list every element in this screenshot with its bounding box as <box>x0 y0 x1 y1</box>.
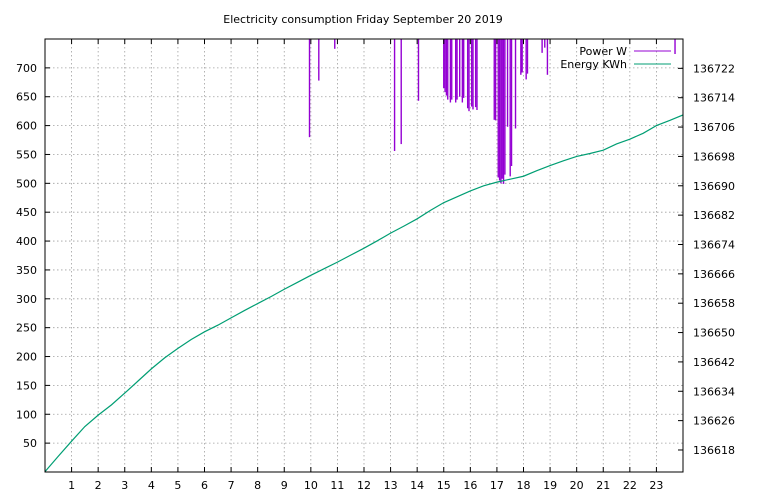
y-tick-label: 50 <box>23 437 37 450</box>
y-tick-label: 350 <box>16 264 37 277</box>
x-tick-label: 2 <box>95 479 102 492</box>
x-tick-label: 23 <box>649 479 663 492</box>
x-tick-label: 15 <box>437 479 451 492</box>
x-tick-label: 9 <box>281 479 288 492</box>
x-tick-label: 1 <box>68 479 75 492</box>
x-tick-label: 6 <box>201 479 208 492</box>
x-tick-label: 8 <box>254 479 261 492</box>
y-tick-label: 100 <box>16 408 37 421</box>
y-tick-label: 700 <box>16 62 37 75</box>
y-tick-label: 550 <box>16 148 37 161</box>
y2-tick-label: 136714 <box>693 92 735 105</box>
x-tick-label: 22 <box>623 479 637 492</box>
x-tick-label: 21 <box>596 479 610 492</box>
y2-tick-label: 136634 <box>693 385 735 398</box>
grid <box>45 39 683 472</box>
y-tick-label: 250 <box>16 322 37 335</box>
y2-tick-label: 136722 <box>693 62 735 75</box>
legend: Power W Energy KWh <box>560 45 671 71</box>
y-tick-label: 150 <box>16 379 37 392</box>
y2-tick-label: 136698 <box>693 150 735 163</box>
y2-tick-label: 136618 <box>693 444 735 457</box>
y-tick-label: 200 <box>16 351 37 364</box>
y-tick-label: 450 <box>16 206 37 219</box>
x-tick-label: 14 <box>410 479 424 492</box>
y2-tick-label: 136706 <box>693 121 735 134</box>
x-tick-label: 16 <box>463 479 477 492</box>
y-tick-label: 400 <box>16 235 37 248</box>
y2-tick-label: 136682 <box>693 209 735 222</box>
plot-area <box>45 39 683 472</box>
x-tick-label: 7 <box>228 479 235 492</box>
y2-tick-label: 136690 <box>693 180 735 193</box>
x-tick-label: 13 <box>384 479 398 492</box>
x-tick-label: 17 <box>490 479 504 492</box>
x-tick-label: 18 <box>517 479 531 492</box>
legend-label-energy: Energy KWh <box>560 58 627 71</box>
y2-tick-label: 136674 <box>693 238 735 251</box>
y2-tick-label: 136642 <box>693 356 735 369</box>
axes-ticks: 1 2 3 4 5 6 7 8 9 10 11 12 13 14 15 16 17 18 19 20 21 22 23501… <box>16 39 735 492</box>
y-tick-label: 500 <box>16 177 37 190</box>
y2-tick-label: 136626 <box>693 415 735 428</box>
x-tick-label: 3 <box>121 479 128 492</box>
x-tick-label: 4 <box>148 479 155 492</box>
x-tick-label: 20 <box>570 479 584 492</box>
x-tick-label: 19 <box>543 479 557 492</box>
legend-label-power: Power W <box>579 45 627 58</box>
y-tick-label: 300 <box>16 293 37 306</box>
x-tick-label: 11 <box>330 479 344 492</box>
y2-tick-label: 136666 <box>693 268 735 281</box>
y-tick-label: 600 <box>16 120 37 133</box>
chart-title: Electricity consumption Friday September… <box>223 13 502 26</box>
series-group <box>45 39 683 472</box>
x-tick-label: 12 <box>357 479 371 492</box>
x-tick-label: 10 <box>304 479 318 492</box>
y2-tick-label: 136650 <box>693 327 735 340</box>
x-tick-label: 5 <box>174 479 181 492</box>
y-tick-label: 650 <box>16 91 37 104</box>
energy-line <box>45 114 683 472</box>
y2-tick-label: 136658 <box>693 297 735 310</box>
